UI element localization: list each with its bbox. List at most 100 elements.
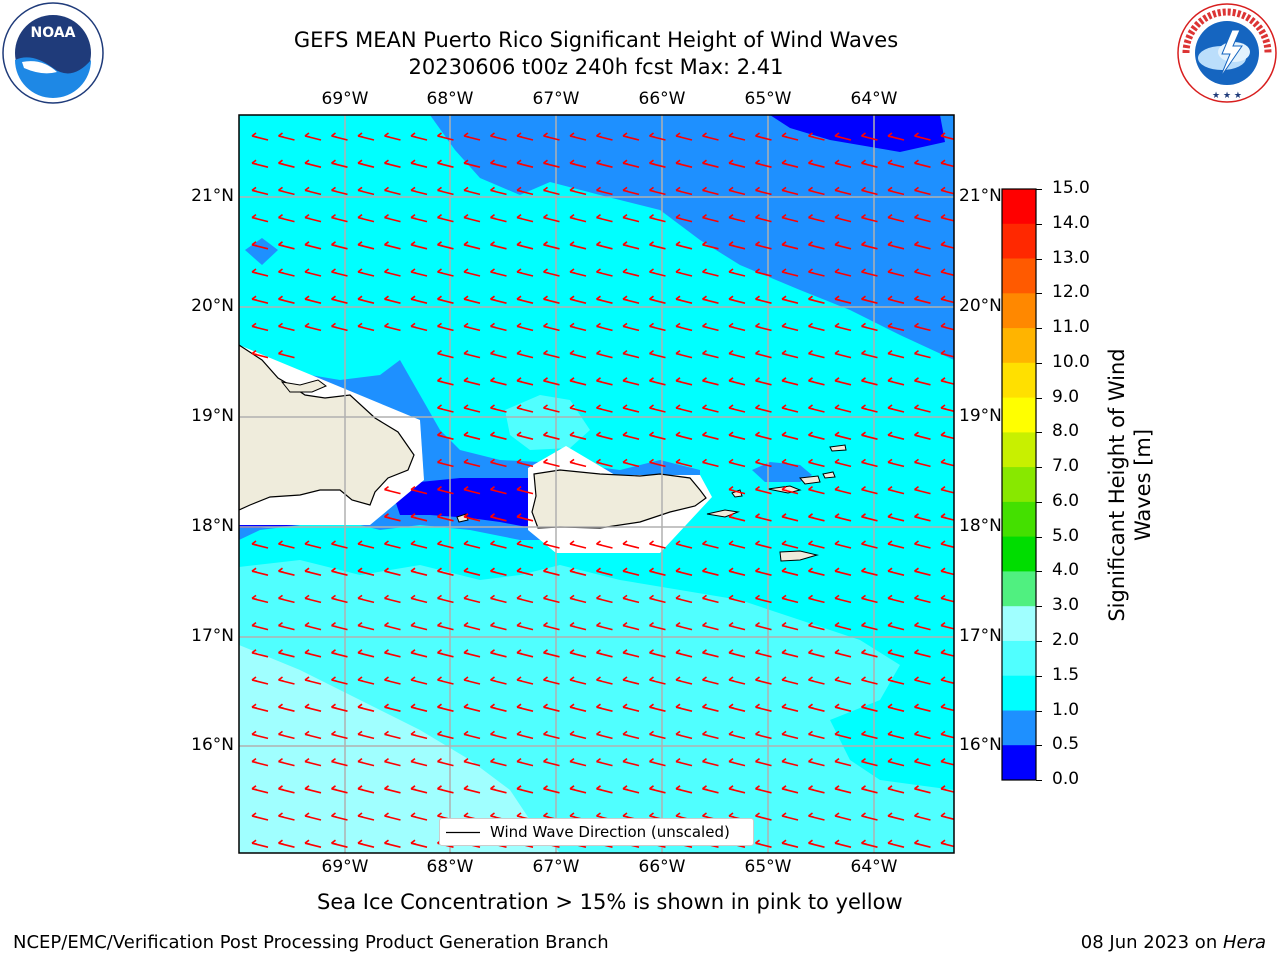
wave-direction-arrow xyxy=(887,567,905,576)
wave-direction-arrow xyxy=(490,703,507,712)
wave-direction-arrow xyxy=(914,431,931,440)
wave-direction-arrow xyxy=(702,567,719,576)
wave-direction-arrow xyxy=(940,431,954,440)
wave-direction-arrow xyxy=(516,213,534,223)
wave-direction-arrow xyxy=(463,649,481,658)
colorbar-tick-mark xyxy=(1036,223,1042,225)
wave-direction-arrow xyxy=(834,513,852,522)
wave-direction-arrow xyxy=(914,812,931,821)
wave-direction-arrow xyxy=(357,594,375,604)
wave-direction-arrow xyxy=(304,621,322,631)
chart-title-line2: 20230606 t00z 240h fcst Max: 2.41 xyxy=(408,55,784,79)
lon-label-bottom: 65°W xyxy=(744,857,792,877)
colorbar-segment xyxy=(1002,571,1036,607)
wave-direction-arrow xyxy=(251,213,269,223)
wave-direction-arrow xyxy=(649,567,666,576)
wave-direction-arrow xyxy=(675,703,693,712)
wave-direction-arrow xyxy=(834,268,852,277)
wave-direction-arrow xyxy=(304,676,322,685)
wave-direction-arrow xyxy=(887,594,905,604)
wave-direction-arrow xyxy=(755,839,772,848)
wave-direction-arrow xyxy=(543,268,560,277)
wave-direction-arrow xyxy=(622,785,640,794)
wave-direction-arrow xyxy=(622,404,640,413)
wave-direction-arrow xyxy=(331,213,348,223)
wave-direction-arrow xyxy=(940,132,954,141)
wave-direction-arrow xyxy=(728,703,746,712)
wave-direction-arrow xyxy=(887,730,905,740)
wave-direction-arrow xyxy=(304,703,322,712)
wave-direction-arrow xyxy=(781,621,799,631)
wave-direction-arrow xyxy=(490,757,507,767)
wave-direction-arrow xyxy=(649,730,666,740)
wave-direction-arrow xyxy=(702,349,719,359)
wave-direction-arrow xyxy=(781,349,799,359)
wave-direction-arrow xyxy=(808,540,825,549)
wave-direction-arrow xyxy=(622,377,640,386)
wave-direction-arrow xyxy=(808,159,825,168)
wave-direction-arrow xyxy=(463,377,481,386)
wave-direction-arrow xyxy=(596,213,613,223)
wave-direction-arrow xyxy=(490,322,507,332)
wave-direction-arrow xyxy=(887,458,905,468)
wave-direction-arrow xyxy=(914,839,931,848)
wave-direction-arrow xyxy=(331,567,348,576)
wave-direction-arrow xyxy=(569,295,587,304)
colorbar-segment xyxy=(1002,536,1036,572)
wave-direction-arrow xyxy=(278,322,295,332)
wave-direction-arrow xyxy=(834,485,852,495)
lon-label-top: 66°W xyxy=(638,89,686,109)
wave-direction-arrow xyxy=(808,241,825,250)
land-anegada xyxy=(829,444,847,452)
wave-direction-arrow xyxy=(861,268,878,277)
wave-direction-arrow xyxy=(649,349,666,359)
wave-direction-arrow xyxy=(357,785,375,794)
wave-direction-arrow xyxy=(384,703,401,712)
wave-direction-arrow xyxy=(914,295,931,304)
wave-direction-arrow xyxy=(437,132,454,141)
wave-direction-arrow xyxy=(834,132,852,141)
wave-direction-arrow xyxy=(728,159,746,168)
wave-direction-arrow xyxy=(596,730,613,740)
wave-direction-arrow xyxy=(940,186,954,195)
land-st-croix xyxy=(779,550,819,562)
wave-direction-arrow xyxy=(596,431,613,440)
wave-direction-arrow xyxy=(331,295,348,304)
wave-direction-arrow xyxy=(755,322,772,332)
wave-direction-arrow xyxy=(357,132,375,141)
wave-direction-arrow xyxy=(728,377,746,386)
wave-direction-arrow xyxy=(675,594,693,604)
wave-direction-arrow xyxy=(887,513,905,522)
wave-direction-arrow xyxy=(410,132,428,141)
wave-direction-arrow xyxy=(702,213,719,223)
wave-direction-arrow xyxy=(569,621,587,631)
wave-direction-arrow xyxy=(516,241,534,250)
wave-direction-arrow xyxy=(437,431,454,440)
wave-direction-arrow xyxy=(331,812,348,821)
wave-direction-arrow xyxy=(755,213,772,223)
wave-direction-arrow xyxy=(622,676,640,685)
wave-direction-arrow xyxy=(940,649,954,657)
wave-direction-arrow xyxy=(914,377,931,386)
wave-direction-arrow xyxy=(622,213,640,223)
wave-direction-arrow xyxy=(702,730,719,740)
wave-direction-arrow xyxy=(940,159,954,168)
wave-direction-arrow xyxy=(304,785,322,794)
wave-direction-arrow xyxy=(914,540,931,549)
wave-direction-arrow xyxy=(755,594,772,604)
wave-direction-arrow xyxy=(569,431,587,440)
wave-direction-arrow xyxy=(675,159,693,168)
wave-direction-arrow xyxy=(278,839,295,848)
wave-direction-arrow xyxy=(516,567,534,576)
wave-direction-arrow xyxy=(331,241,348,250)
wave-direction-arrow xyxy=(834,812,852,821)
wave-direction-arrow xyxy=(331,186,348,196)
wave-direction-arrow xyxy=(596,377,613,386)
colorbar-tick-label: 15.0 xyxy=(1052,178,1090,198)
wave-direction-arrow xyxy=(384,241,401,250)
wave-direction-arrow xyxy=(463,186,481,196)
wave-direction-arrow xyxy=(357,213,375,223)
wave-direction-arrow xyxy=(622,241,640,250)
colorbar-tick-mark xyxy=(1036,189,1042,190)
wave-direction-arrow xyxy=(914,676,931,685)
